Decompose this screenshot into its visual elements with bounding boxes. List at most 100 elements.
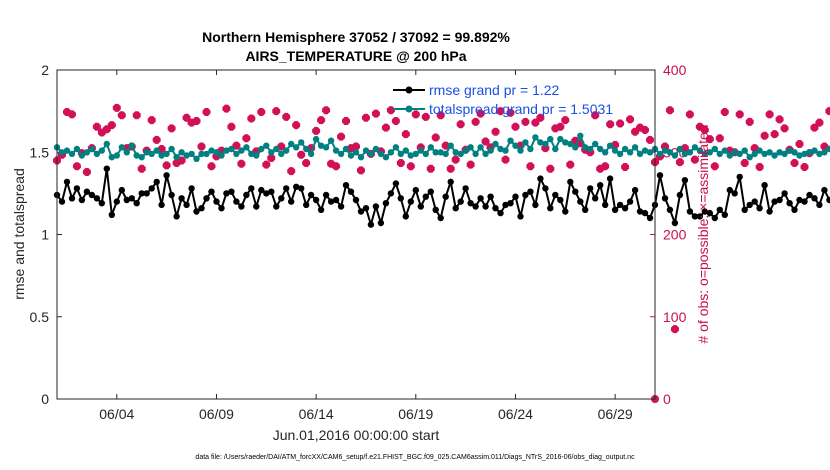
rmse-point — [78, 196, 86, 204]
rmse-point — [696, 213, 704, 220]
totalspread-point — [741, 147, 748, 154]
rmse-point — [342, 182, 350, 189]
obs-possible-point — [396, 158, 405, 167]
rmse-point — [512, 193, 519, 200]
rmse-point — [552, 191, 559, 199]
totalspread-point — [477, 144, 484, 151]
totalspread-point — [58, 149, 66, 156]
obs-possible-point — [790, 158, 799, 167]
totalspread-point — [447, 142, 454, 149]
obs-possible-point — [626, 115, 635, 124]
obs-possible-point — [401, 130, 410, 139]
totalspread-point — [303, 145, 310, 153]
totalspread-point — [322, 144, 330, 151]
totalspread-point — [796, 152, 803, 159]
obs-possible-point — [546, 164, 555, 173]
totalspread-point — [208, 147, 215, 154]
totalspread-point — [517, 147, 524, 154]
obs-possible-point — [152, 135, 161, 144]
rmse-point — [786, 200, 793, 207]
obs-possible-point — [292, 121, 301, 130]
rmse-point — [567, 178, 574, 186]
rmse-point — [133, 200, 140, 207]
totalspread-point — [522, 139, 529, 146]
rmse-point — [487, 193, 494, 200]
rmse-point — [826, 196, 830, 204]
totalspread-point — [337, 150, 345, 158]
totalspread-point — [138, 154, 145, 161]
rmse-point — [332, 196, 340, 204]
rmse-point — [238, 203, 245, 210]
line-series — [53, 132, 830, 229]
totalspread-point — [128, 142, 135, 149]
totalspread-point — [542, 140, 549, 148]
totalspread-point — [332, 147, 340, 154]
totalspread-point — [312, 135, 320, 143]
rmse-point — [621, 205, 629, 212]
totalspread-point — [113, 152, 121, 159]
rmse-point — [671, 219, 679, 227]
rmse-point — [108, 211, 116, 218]
obs-possible-point — [112, 103, 121, 112]
rmse-point — [73, 185, 81, 192]
obs-possible-point — [312, 126, 321, 135]
rmse-point — [776, 196, 783, 204]
obs-possible-point — [556, 122, 565, 131]
rmse-point — [372, 203, 380, 210]
rmse-point — [298, 185, 305, 192]
rmse-point — [208, 188, 215, 195]
totalspread-point — [218, 152, 225, 159]
totalspread-point — [606, 142, 614, 149]
totalspread-point — [387, 149, 395, 156]
totalspread-point — [83, 149, 91, 156]
obs-possible-point — [825, 107, 830, 116]
rmse-point — [482, 203, 489, 210]
obs-possible-point — [446, 164, 455, 173]
rmse-point — [691, 213, 699, 220]
totalspread-point — [746, 154, 753, 161]
rmse-point — [597, 182, 604, 189]
rmse-point — [537, 175, 544, 182]
totalspread-point — [681, 150, 689, 158]
totalspread-point — [362, 147, 370, 154]
rmse-point — [407, 198, 414, 205]
legend-spread-label: totalspread grand pr = 1.5031 — [429, 101, 613, 117]
totalspread-point — [283, 147, 290, 154]
obs-possible-point — [665, 106, 674, 115]
x-tick-label-4: 06/24 — [498, 406, 533, 422]
totalspread-point — [676, 145, 684, 153]
totalspread-point — [452, 149, 459, 156]
obs-possible-point — [740, 158, 749, 167]
totalspread-point — [602, 149, 609, 156]
rmse-point — [611, 206, 619, 213]
rmse-point — [98, 200, 106, 207]
totalspread-point — [253, 152, 260, 159]
totalspread-point — [611, 147, 619, 154]
totalspread-point — [582, 144, 589, 151]
totalspread-point — [143, 149, 150, 156]
rmse-point — [317, 206, 325, 213]
obs-possible-point — [386, 106, 395, 115]
obs-possible-point — [67, 110, 76, 119]
totalspread-point — [158, 152, 165, 159]
obs-possible-point — [332, 162, 341, 171]
rmse-point — [522, 191, 529, 199]
x-axis: 06/04 06/09 06/14 06/19 06/24 06/29 — [99, 70, 633, 422]
totalspread-point — [701, 150, 708, 158]
rmse-point — [557, 196, 564, 204]
rmse-point — [83, 188, 91, 195]
totalspread-point — [377, 150, 385, 158]
rmse-point — [467, 200, 474, 207]
rmse-point — [726, 186, 733, 194]
totalspread-point — [666, 149, 674, 156]
rmse-point — [626, 198, 634, 205]
totalspread-point — [73, 145, 81, 153]
y-left-tick-label-1: 0.5 — [30, 309, 50, 325]
rmse-point — [542, 185, 549, 192]
obs-possible-point — [466, 160, 475, 169]
totalspread-point — [223, 147, 230, 154]
totalspread-point — [621, 145, 629, 153]
obs-possible-point — [207, 162, 216, 171]
obs-possible-point — [745, 117, 754, 126]
